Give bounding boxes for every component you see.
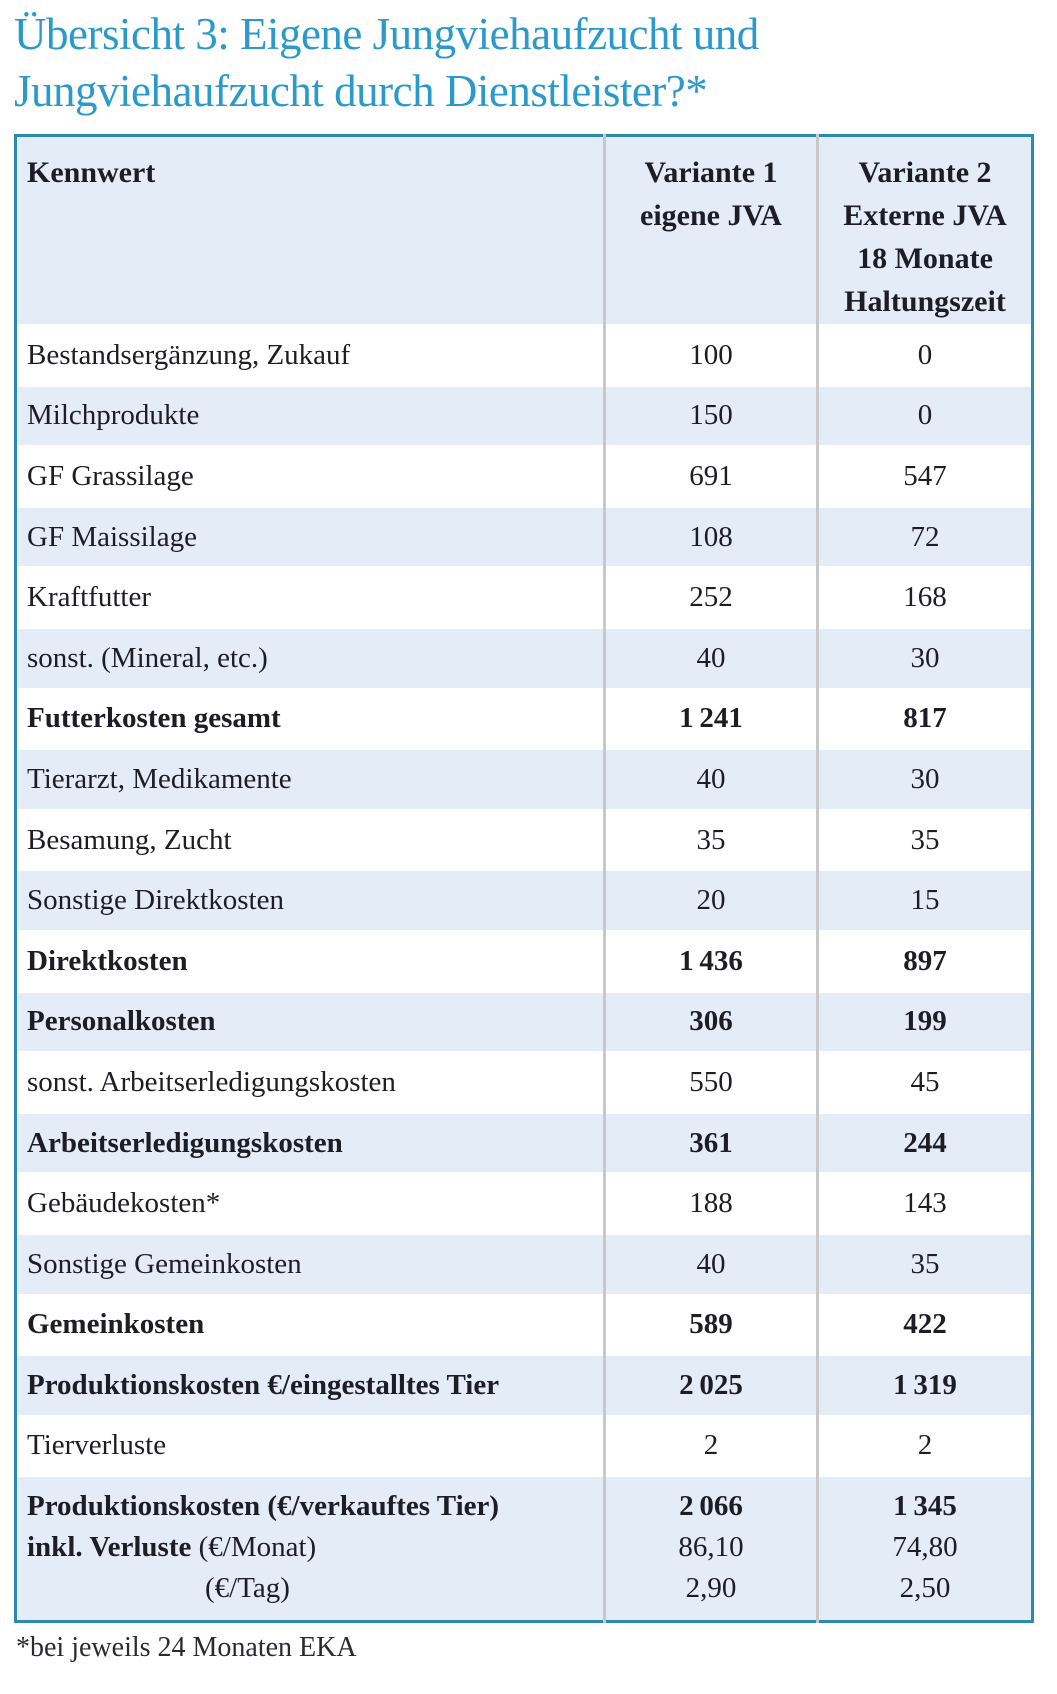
variante2-value: 547	[817, 446, 1033, 508]
column-header-variante2: Variante 2 Externe JVA 18 Monate Haltung…	[817, 135, 1033, 326]
row-label: Personalkosten	[15, 991, 606, 1054]
variante2-value: 0	[817, 325, 1033, 387]
variante1-value: 1 241	[604, 688, 819, 751]
row-label: Arbeitserledigungskosten	[15, 1112, 606, 1175]
variante2-value: 35	[817, 1233, 1033, 1296]
variante2-value: 0	[817, 385, 1033, 448]
variante2-value: 244	[817, 1112, 1033, 1175]
row-label: Bestandsergänzung, Zukauf	[15, 325, 606, 387]
row-label: GF Grassilage	[15, 446, 606, 508]
table-row: Gebäudekosten* 188 143	[15, 1173, 1033, 1235]
variante1-value: 589	[604, 1294, 819, 1357]
row-label: sonst. (Mineral, etc.)	[15, 627, 606, 690]
row-label: Kraftfutter	[15, 567, 606, 629]
row-label: Milchprodukte	[15, 385, 606, 448]
table-row: Gemeinkosten 589 422	[15, 1294, 1033, 1357]
table-row: Futterkosten gesamt 1 241 817	[15, 688, 1033, 751]
variante2-value: 15	[817, 870, 1033, 932]
variante1-value: 2 025	[604, 1355, 819, 1417]
column-header-kennwert: Kennwert	[15, 135, 606, 326]
final-label-line1: Produktionskosten (€/verkauftes Tier)	[27, 1490, 500, 1523]
variante1-value: 1 436	[604, 930, 819, 993]
table-row: Produktionskosten €/eingestalltes Tier 2 …	[15, 1355, 1033, 1417]
row-label: GF Maissilage	[15, 506, 606, 569]
variante1-value-line: 86,10	[678, 1531, 744, 1564]
final-label-line2: inkl. Verluste (€/Monat)	[27, 1531, 317, 1564]
footnote: *bei jeweils 24 Monaten EKA	[16, 1632, 357, 1664]
variante2-value-line: 2,50	[899, 1572, 951, 1605]
row-label: Produktionskosten (€/verkauftes Tier) ink…	[15, 1476, 606, 1623]
variante1-value: 306	[604, 991, 819, 1054]
variante1-value: 20	[604, 870, 819, 932]
table-row: Tierarzt, Medikamente 40 30	[15, 749, 1033, 811]
variante1-value-line: 2,90	[685, 1572, 737, 1605]
variante2-value: 1 345 74,80 2,50	[817, 1476, 1033, 1623]
variante1-value: 361	[604, 1112, 819, 1175]
table-row: Besamung, Zucht 35 35	[15, 809, 1033, 872]
variante2-value: 199	[817, 991, 1033, 1054]
variante1-value: 108	[604, 506, 819, 569]
variante1-value: 188	[604, 1173, 819, 1235]
variante2-value-line: 1 345	[893, 1490, 957, 1523]
variante1-value-line: 2 066	[679, 1490, 743, 1523]
variante2-value-line: 74,80	[892, 1531, 958, 1564]
header-row: Kennwert Variante 1 eigene JVA Variante …	[15, 135, 1033, 326]
variante2-value: 422	[817, 1294, 1033, 1357]
row-label: Besamung, Zucht	[15, 809, 606, 872]
variante2-value: 30	[817, 627, 1033, 690]
row-label: Gebäudekosten*	[15, 1173, 606, 1235]
variante1-value: 252	[604, 567, 819, 629]
variante2-value: 1 319	[817, 1355, 1033, 1417]
row-label: Tierverluste	[15, 1415, 606, 1478]
table-row-total: Produktionskosten (€/verkauftes Tier) ink…	[15, 1476, 1033, 1623]
variante2-value: 72	[817, 506, 1033, 569]
variante1-value: 2 066 86,10 2,90	[604, 1476, 819, 1623]
table-row: Milchprodukte 150 0	[15, 385, 1033, 448]
row-label: Gemeinkosten	[15, 1294, 606, 1357]
variante2-value: 897	[817, 930, 1033, 993]
column-header-variante1: Variante 1 eigene JVA	[604, 135, 819, 326]
table-row: sonst. (Mineral, etc.) 40 30	[15, 627, 1033, 690]
variante1-value: 550	[604, 1052, 819, 1114]
variante1-value: 40	[604, 1233, 819, 1296]
table-row: Sonstige Gemeinkosten 40 35	[15, 1233, 1033, 1296]
table-row: Direktkosten 1 436 897	[15, 930, 1033, 993]
table-row: GF Maissilage 108 72	[15, 506, 1033, 569]
final-label-line3: (€/Tag)	[205, 1572, 290, 1605]
row-label: Sonstige Gemeinkosten	[15, 1233, 606, 1296]
variante1-value: 2	[604, 1415, 819, 1478]
variante1-value: 150	[604, 385, 819, 448]
row-label: Sonstige Direktkosten	[15, 870, 606, 932]
table-body: Bestandsergänzung, Zukauf 100 0 Milchproduk…	[15, 325, 1033, 1623]
row-label: Tierarzt, Medikamente	[15, 749, 606, 811]
table-row: Bestandsergänzung, Zukauf 100 0	[15, 325, 1033, 387]
table-row: Arbeitserledigungskosten 361 244	[15, 1112, 1033, 1175]
row-label: sonst. Arbeitserledigungskosten	[15, 1052, 606, 1114]
variante1-value: 100	[604, 325, 819, 387]
page-title: Übersicht 3: Eigene Jungviehaufzucht und…	[14, 9, 759, 116]
comparison-table: Kennwert Variante 1 eigene JVA Variante …	[14, 134, 1034, 1624]
variante2-value: 30	[817, 749, 1033, 811]
variante1-value: 35	[604, 809, 819, 872]
table-row: Sonstige Direktkosten 20 15	[15, 870, 1033, 932]
row-label: Produktionskosten €/eingestalltes Tier	[15, 1355, 606, 1417]
variante2-value: 45	[817, 1052, 1033, 1114]
table-row: sonst. Arbeitserledigungskosten 550 45	[15, 1052, 1033, 1114]
variante1-value: 691	[604, 446, 819, 508]
variante2-value: 2	[817, 1415, 1033, 1478]
table-row: Tierverluste 2 2	[15, 1415, 1033, 1478]
variante2-value: 817	[817, 688, 1033, 751]
table-row: Kraftfutter 252 168	[15, 567, 1033, 629]
table-row: GF Grassilage 691 547	[15, 446, 1033, 508]
variante1-value: 40	[604, 749, 819, 811]
table-row: Personalkosten 306 199	[15, 991, 1033, 1054]
variante2-value: 143	[817, 1173, 1033, 1235]
variante2-value: 35	[817, 809, 1033, 872]
row-label: Direktkosten	[15, 930, 606, 993]
row-label: Futterkosten gesamt	[15, 688, 606, 751]
variante2-value: 168	[817, 567, 1033, 629]
variante1-value: 40	[604, 627, 819, 690]
